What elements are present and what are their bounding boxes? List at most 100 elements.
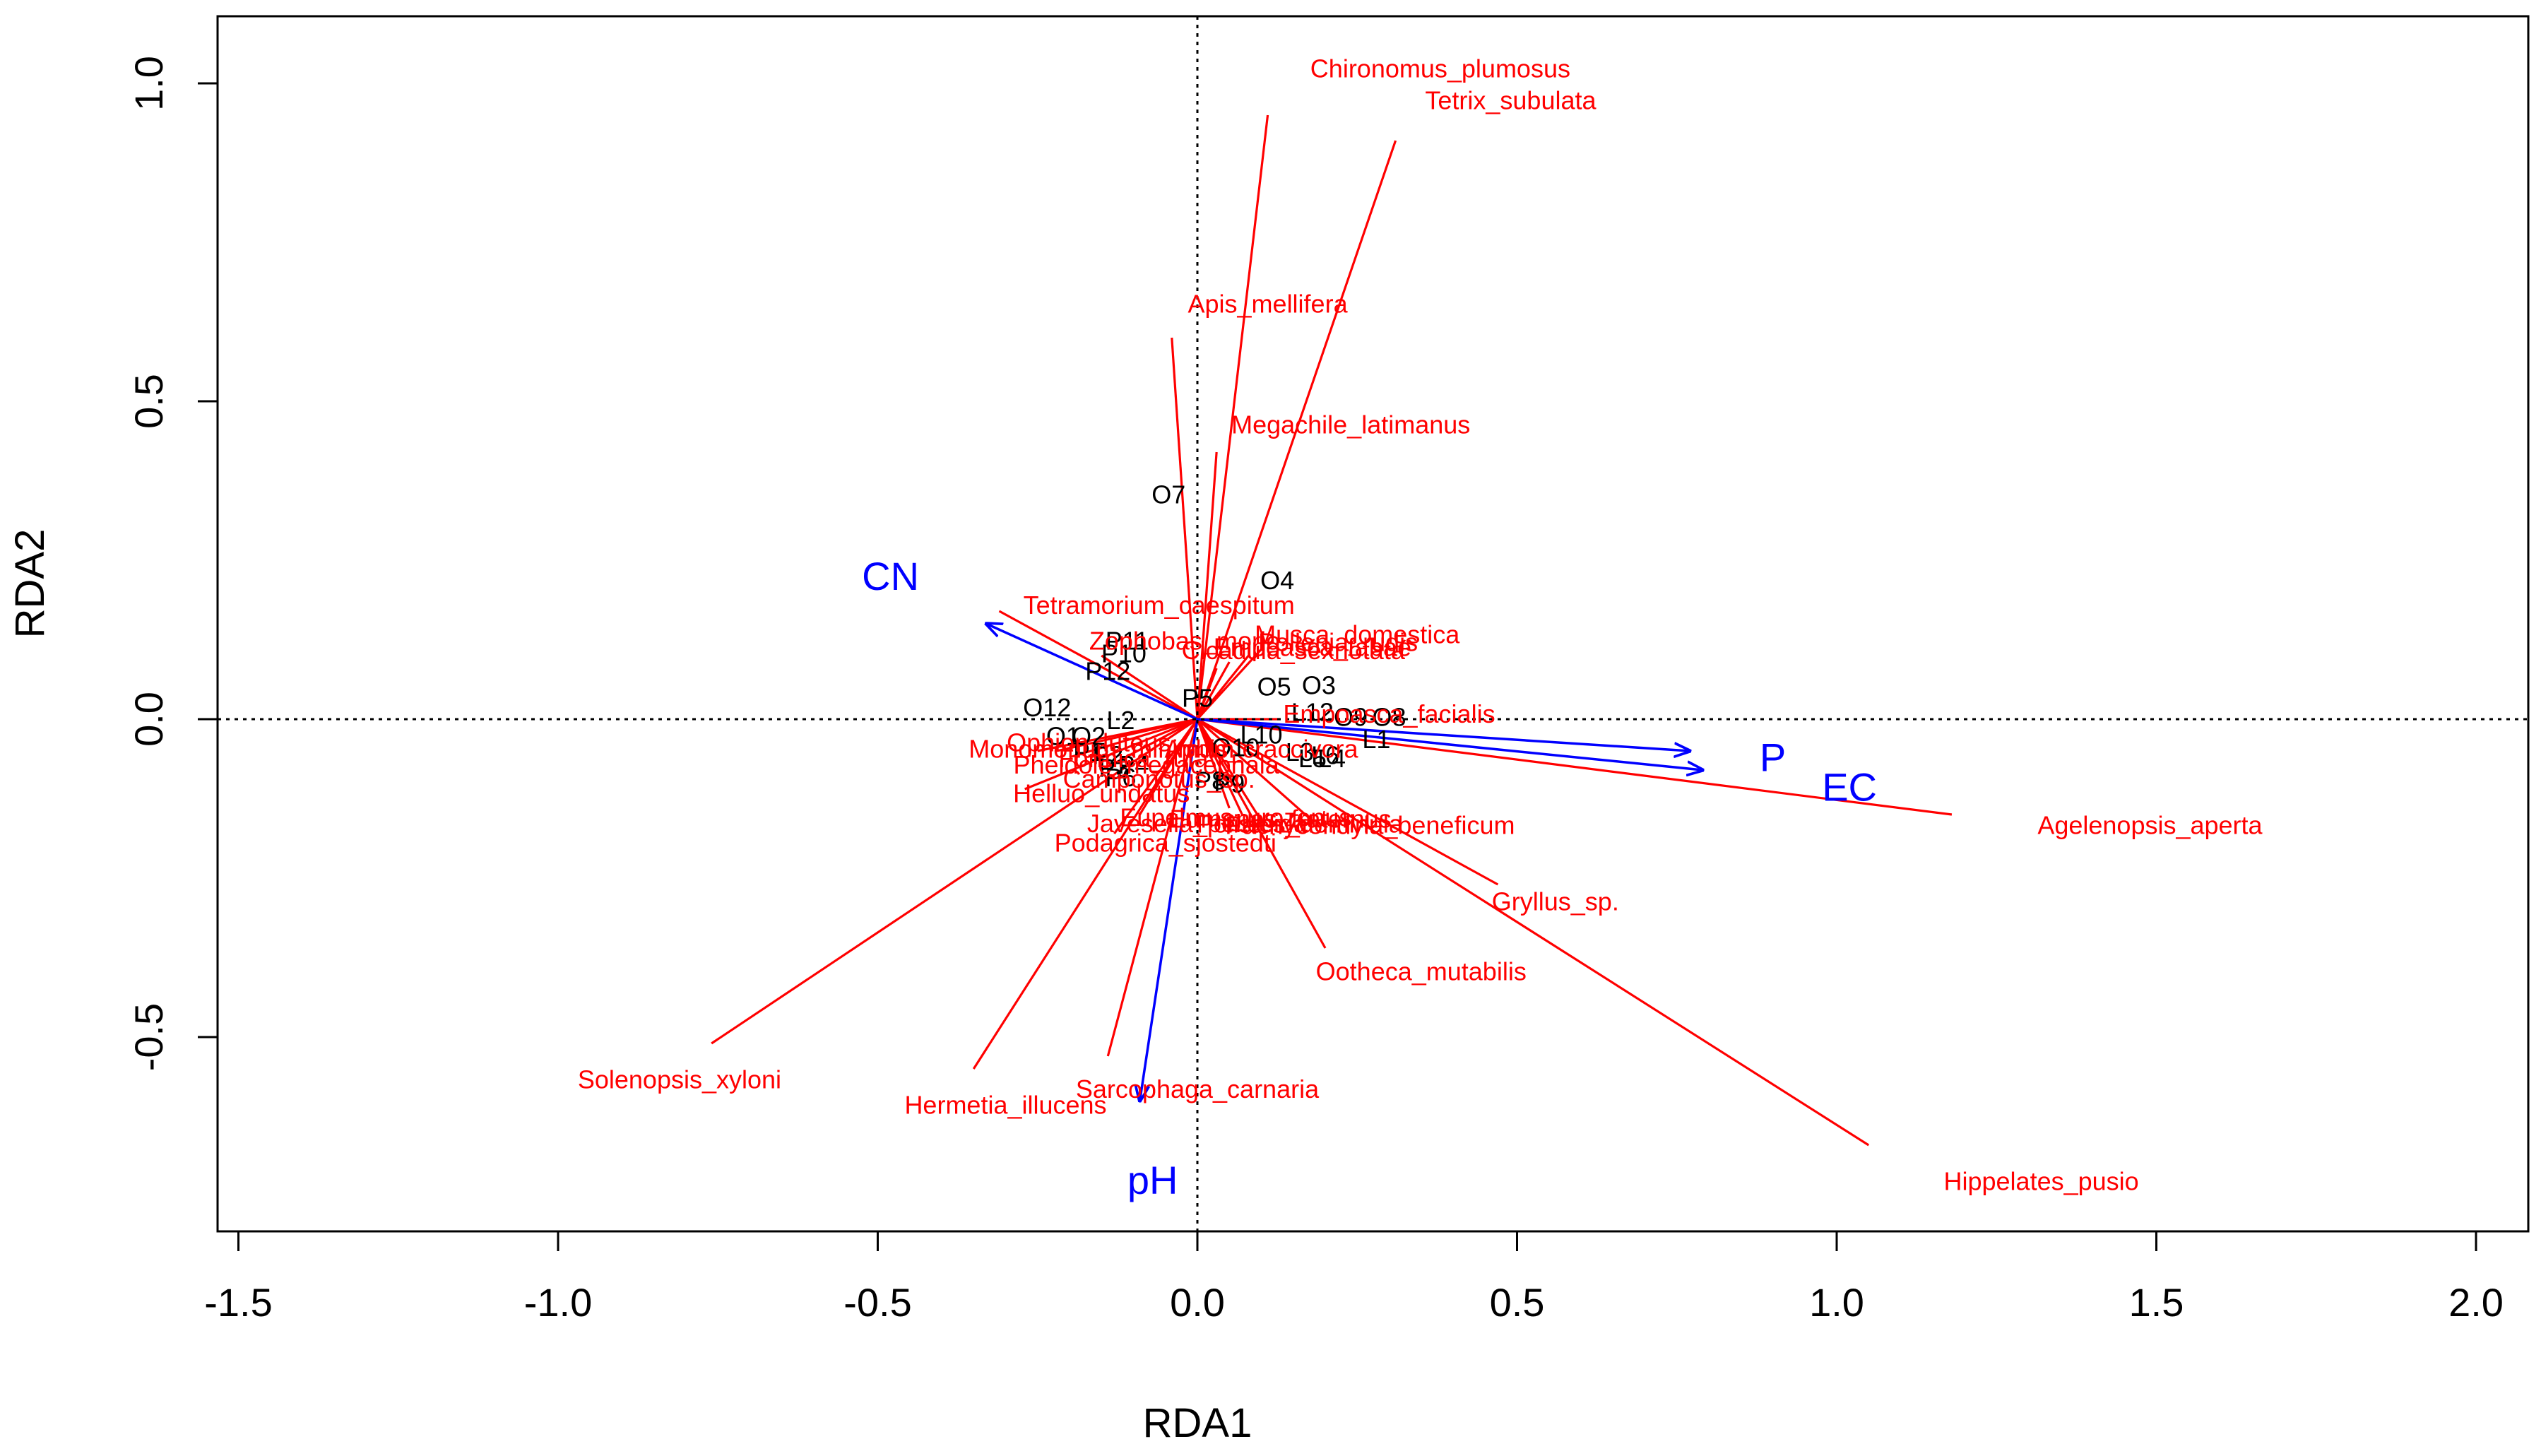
species-label-musca-domestica: Musca_domestica [1255,620,1460,649]
site-label-o8: O8 [1372,703,1406,732]
species-vector-agelenopsis-aperta [1197,718,1953,816]
species-label-empoasca-facialis: Empoasca_facialis [1283,699,1495,728]
site-label-p2: P2 [1092,741,1123,770]
species-label-gryllus-sp: Gryllus_sp. [1492,887,1619,916]
site-label-o3: O3 [1302,671,1336,700]
species-label-eumenes-fraternus: Eumenes_fraternus [1170,805,1392,834]
env-label-cn: CN [862,554,919,598]
species-label-sarcophaga-carnaria: Sarcophaga_carnaria [1076,1075,1320,1103]
site-label-o1: O1 [1046,722,1080,751]
species-label-pachycondyla-beneficum: Pachycondyla_beneficum [1225,811,1515,840]
env-vector-ec [1197,718,1702,770]
species-vector-pheidole-megacephala [1101,718,1198,771]
env-label-p: P [1760,735,1786,779]
species-vector-pachycondyla-beneficum [1196,718,1313,822]
site-label-o4: O4 [1260,566,1294,595]
site-label-o5: O5 [1257,672,1291,701]
species-vector-ophion-luteus [1056,718,1198,752]
species-vector-gryllus-sp [1197,718,1499,886]
reference-lines [218,16,2528,1231]
site-label-l5: L5 [1298,744,1327,773]
env-vector-cn [986,624,1198,721]
x-tick-label: -1.0 [524,1280,593,1325]
species-vector-podagrica-sjostedti [1113,718,1199,834]
species-vector-tetrix-subulata [1196,140,1397,720]
species-label-megachile-latimanus: Megachile_latimanus [1231,410,1470,439]
species-label-solenopsis-xyloni: Solenopsis_xyloni [578,1065,781,1094]
species-vector-chironomus-plumosus [1196,114,1269,720]
x-tick-label: 1.0 [1809,1280,1864,1325]
species-vector-aphis-craccivora [1196,718,1212,752]
species-label-pheidole-megacephala: Pheidole_megacephala [1013,750,1279,779]
species-vector-pollenia-rudis [1196,654,1250,721]
species-vector-megachile-latimanus [1196,451,1218,720]
y-tick-label: 0.5 [126,374,171,429]
x-axis-title: RDA1 [1143,1400,1252,1446]
site-label-l6: L6 [1311,741,1339,770]
site-label-p3: P3 [1098,754,1130,783]
env-vectors [986,624,1702,1101]
species-label-agelenopsis-aperta: Agelenopsis_aperta [2037,811,2263,840]
y-axis-title: RDA2 [7,529,53,639]
species-label-formica-rufa: Formica_rufa [1058,744,1209,773]
species-label-ootheca-mutabilis: Ootheca_mutabilis [1316,957,1527,986]
env-label-ph: pH [1127,1158,1178,1202]
site-label-p5: P5 [1182,684,1213,713]
species-label-hippelates-pusio: Hippelates_pusio [1944,1167,2139,1196]
species-vector-helluo-undatus [1024,718,1198,791]
species-label-chironomus-plumosus: Chironomus_plumosus [1310,54,1570,83]
y-axis: -0.5 0.0 0.5 1.0 [126,56,219,1072]
x-tick-label: 1.5 [2129,1280,2184,1325]
species-label-podagrica-sjostedti: Podagrica_sjostedti [1055,829,1277,858]
species-label-tetrix-subulata: Tetrix_subulata [1425,86,1597,115]
species-label-pollenia-rudis: Pollenia_rudis [1258,627,1418,656]
y-tick-label: 1.0 [126,56,171,111]
x-tick-label: 2.0 [2448,1280,2504,1325]
site-label-p9: P9 [1214,769,1245,798]
species-labels: Chironomus_plumosus Tetrix_subulata Apis_m… [578,54,2263,1196]
site-label-l4: L4 [1317,744,1346,773]
species-label-apis-mellifera: Apis_mellifera [1188,290,1349,319]
species-label-ophion-luteus: Ophion_luteus [1007,728,1171,757]
species-vector-empoasca-fabae [1196,661,1231,720]
species-vector-sarcophaga-carnaria [1106,718,1199,1057]
species-label-helluo-undatus: Helluo_undatus [1013,779,1190,808]
site-label-l3: L3 [1286,738,1314,767]
species-vector-solenopsis-xyloni [711,718,1198,1045]
species-vector-zophobas-morio [1101,654,1198,721]
species-vector-camponotus-sp [1164,718,1199,771]
species-label-aphis-craccivora: Aphis_craccivora [1164,735,1358,764]
x-axis: -1.5 -1.0 -0.5 0.0 0.5 1.0 1.5 2.0 [204,1230,2504,1325]
y-tick-label: -0.5 [126,1003,171,1072]
site-label-p10: P10 [1101,639,1147,668]
x-tick-label: 0.5 [1490,1280,1545,1325]
species-label-tetramorium-caespitum: Tetramorium_caespitum [1024,591,1295,620]
species-vector-ootheca-mutabilis [1196,718,1327,949]
site-label-o2: O2 [1072,722,1106,751]
env-label-ec: EC [1822,765,1877,810]
site-label-p4: P4 [1118,750,1149,779]
site-label-o9: O9 [1334,703,1368,732]
species-vector-apis-mellifera [1171,337,1199,720]
site-label-p11: P11 [1106,627,1149,656]
site-label-o10: O10 [1212,733,1260,762]
species-label-zophobas-morio: Zophobas_morio [1089,627,1280,656]
species-vector-tetramorium-caespitum [998,610,1198,721]
site-label-p8: P8 [1195,767,1226,795]
site-label-p12: P12 [1085,657,1130,686]
species-label-cicadula-sexnotata: Cicadula_sexnotata [1182,636,1406,665]
species-vector-hermetia-illucens [972,718,1199,1070]
species-label-polistes-dominula: Polistes_dominula [1197,810,1404,839]
site-label-l2: L2 [1106,706,1135,735]
species-vector-hippelates-pusio [1197,718,1870,1147]
env-labels: CN P EC pH [862,554,1877,1202]
species-label-camponotus-sp: Camponotus_sp. [1063,764,1255,793]
site-label-l1: L1 [1362,725,1390,754]
site-label-p1: P1 [1073,738,1104,767]
site-label-o7: O7 [1151,480,1185,509]
species-label-eupelmus-urozonus: Eupelmus_urozonus [1120,803,1351,832]
site-label-l10: L10 [1240,721,1282,750]
env-vector-p [1197,718,1690,751]
